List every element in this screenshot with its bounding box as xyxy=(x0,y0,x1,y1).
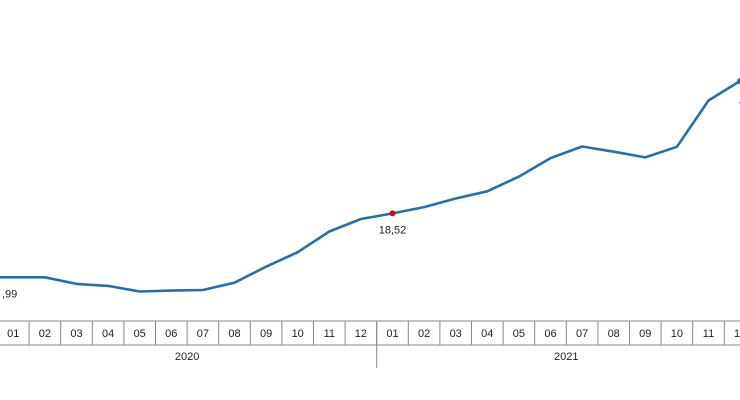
x-tick-label: 09 xyxy=(260,328,272,340)
data-point-marker xyxy=(737,78,740,85)
x-tick-label: 02 xyxy=(39,328,51,340)
x-tick-label: 07 xyxy=(576,328,588,340)
x-tick-label: 11 xyxy=(703,328,714,340)
x-tick-label: 06 xyxy=(165,328,177,340)
year-label: 2021 xyxy=(554,351,578,363)
x-tick-label: 04 xyxy=(481,328,493,340)
x-tick-label: 01 xyxy=(386,328,398,340)
x-tick-label: 06 xyxy=(544,328,556,340)
x-tick-label: 05 xyxy=(513,328,525,340)
data-markers xyxy=(389,78,740,217)
x-tick-label: 01 xyxy=(7,328,19,340)
x-tick-label: 02 xyxy=(418,328,430,340)
x-axis: 01 02 03 04 05 06 07 08 09 10 11 12 01 02 03 04 05 06 07 08… xyxy=(0,320,740,368)
x-tick-label: 03 xyxy=(70,328,82,340)
data-label: 18,52 xyxy=(379,224,407,236)
x-tick-label: 10 xyxy=(671,328,683,340)
x-tick-label: 05 xyxy=(134,328,146,340)
x-tick-label: 12 xyxy=(355,328,367,340)
x-tick-label: 11 xyxy=(324,328,335,340)
x-tick-label: 07 xyxy=(197,328,209,340)
x-tick-label: 08 xyxy=(608,328,620,340)
x-tick-label: 09 xyxy=(639,328,651,340)
data-point-marker xyxy=(389,210,396,217)
data-label: ,99 xyxy=(2,288,17,300)
year-label: 2020 xyxy=(175,351,199,363)
x-tick-label: 10 xyxy=(292,328,304,340)
x-tick-label: 08 xyxy=(228,328,240,340)
x-tick-label: 04 xyxy=(102,328,114,340)
series-line xyxy=(0,78,740,293)
x-tick-label: 03 xyxy=(450,328,462,340)
x-tick-label: 12 xyxy=(734,328,740,340)
